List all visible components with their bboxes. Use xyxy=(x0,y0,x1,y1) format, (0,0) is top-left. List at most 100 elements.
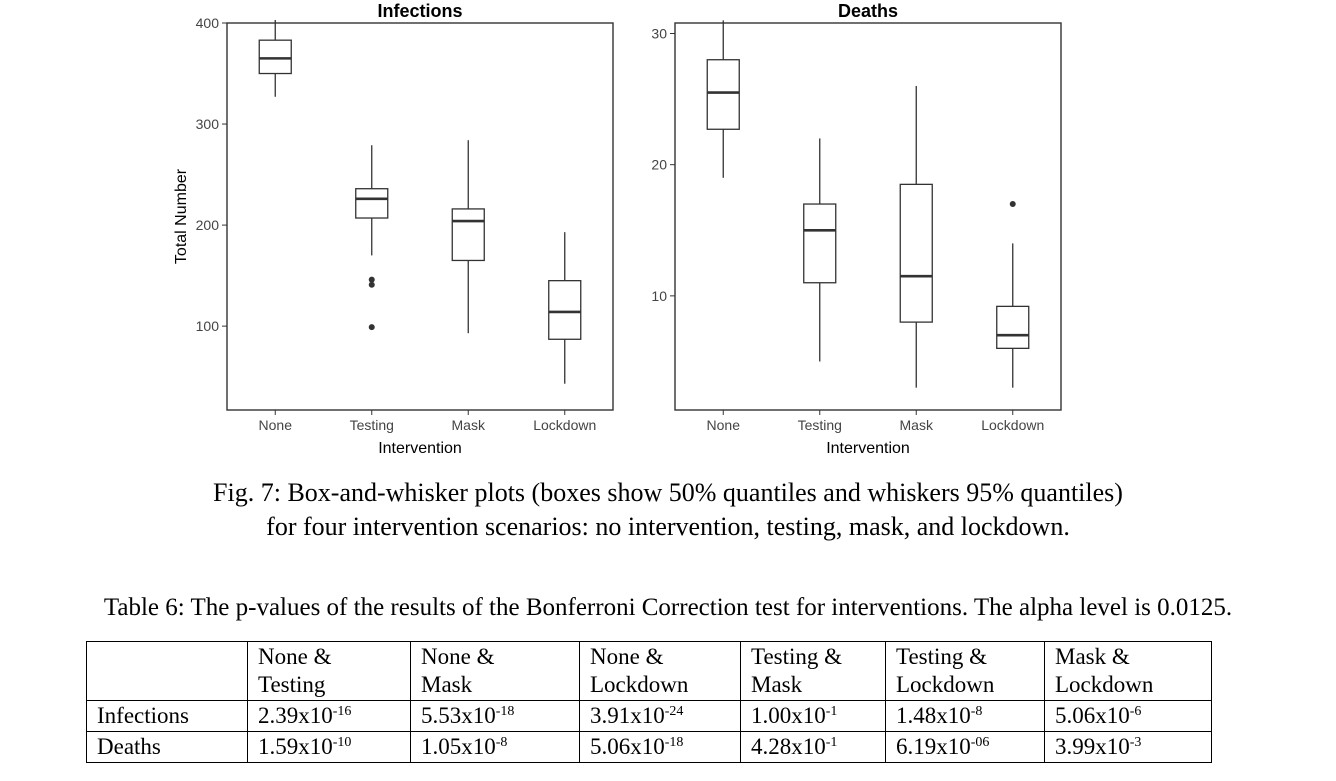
figure-caption-line-1: Fig. 7: Box-and-whisker plots (boxes sho… xyxy=(213,478,1123,507)
table-caption: Table 6: The p-values of the results of … xyxy=(103,594,1233,621)
p-value-cell: 1.59x10-10 xyxy=(247,731,411,763)
x-axis-label: Intervention xyxy=(826,440,910,457)
header-line-1: Testing & xyxy=(896,644,988,669)
p-value-mantissa: 1.48x10 xyxy=(896,703,971,728)
box-mask xyxy=(451,140,485,334)
header-none-testing: None & Testing xyxy=(247,641,411,701)
header-line-2: Lockdown xyxy=(1055,672,1154,697)
x-tick-label: Mask xyxy=(452,417,486,433)
p-value-cell: 3.91x10-24 xyxy=(579,700,741,732)
chart-panel-infections: Infections 100 200 300 400 None Testing Mask Loc… xyxy=(173,1,614,457)
header-line-1: None & xyxy=(590,644,664,669)
y-tick-label: 400 xyxy=(196,15,220,31)
chart-title: Infections xyxy=(377,1,462,21)
p-value-mantissa: 1.00x10 xyxy=(751,703,826,728)
p-value-cell: 4.28x10-1 xyxy=(740,731,886,763)
x-tick-label: Lockdown xyxy=(533,417,596,433)
x-tick-label: Testing xyxy=(798,417,842,433)
header-line-1: None & xyxy=(421,644,495,669)
p-value-cell: 1.05x10-8 xyxy=(410,731,580,763)
p-value-exponent: -6 xyxy=(1129,704,1142,719)
x-tick-label: None xyxy=(259,417,293,433)
interquartile-box xyxy=(803,203,837,284)
box-none xyxy=(258,19,292,97)
p-value-exponent: -18 xyxy=(664,735,684,750)
p-value-exponent: -10 xyxy=(332,735,352,750)
p-value-cell: 1.48x10-8 xyxy=(885,700,1045,732)
p-value-cell: 5.06x10-6 xyxy=(1044,700,1212,732)
header-mask-lockdown: Mask & Lockdown xyxy=(1044,641,1212,701)
box-lockdown xyxy=(548,232,582,384)
table-corner-cell xyxy=(86,641,248,701)
p-value-exponent: -8 xyxy=(495,735,508,750)
panel-border xyxy=(226,22,614,411)
table-row: Deaths 1.59x10-10 1.05x10-8 5.06x10-18 4… xyxy=(86,731,1212,763)
panel-border xyxy=(674,22,1062,411)
interquartile-box xyxy=(355,188,389,219)
header-line-1: Testing & xyxy=(751,644,843,669)
x-tick-label: None xyxy=(707,417,741,433)
y-axis-label: Total Number xyxy=(173,168,190,264)
box-none xyxy=(706,20,740,178)
interquartile-box xyxy=(548,280,582,340)
header-none-mask: None & Mask xyxy=(410,641,580,701)
p-value-cell: 5.53x10-18 xyxy=(410,700,580,732)
y-tick-label: 20 xyxy=(651,157,667,173)
y-tick-label: 200 xyxy=(196,217,220,233)
header-none-lockdown: None & Lockdown xyxy=(579,641,741,701)
header-line-2: Mask xyxy=(421,672,473,697)
header-line-2: Lockdown xyxy=(590,672,689,697)
p-value-mantissa: 3.99x10 xyxy=(1055,734,1130,759)
p-value-exponent: -1 xyxy=(825,735,838,750)
interquartile-box xyxy=(706,59,740,130)
p-value-mantissa: 1.05x10 xyxy=(421,734,496,759)
chart-title: Deaths xyxy=(838,1,898,21)
p-value-exponent: -8 xyxy=(970,704,983,719)
y-tick-label: 30 xyxy=(651,25,667,41)
interquartile-box xyxy=(258,39,292,75)
row-label-infections: Infections xyxy=(86,700,248,732)
p-value-mantissa: 1.59x10 xyxy=(258,734,333,759)
p-value-exponent: -06 xyxy=(970,735,990,750)
box-lockdown xyxy=(996,201,1030,388)
p-value-mantissa: 5.53x10 xyxy=(421,703,496,728)
outlier-point xyxy=(1009,201,1016,208)
header-line-2: Lockdown xyxy=(896,672,995,697)
p-value-mantissa: 6.19x10 xyxy=(896,734,971,759)
interquartile-box xyxy=(996,305,1030,349)
y-tick-label: 10 xyxy=(651,288,667,304)
box-plot-figure: Infections 100 200 300 400 None Testing Mask Loc… xyxy=(173,1,1062,457)
p-value-mantissa: 5.06x10 xyxy=(590,734,665,759)
header-line-2: Mask xyxy=(751,672,803,697)
x-tick-label: Lockdown xyxy=(981,417,1044,433)
p-value-exponent: -16 xyxy=(332,704,352,719)
p-value-mantissa: 5.06x10 xyxy=(1055,703,1130,728)
p-value-exponent: -1 xyxy=(825,704,838,719)
p-value-cell: 3.99x10-3 xyxy=(1044,731,1212,763)
chart-panel-deaths: Deaths 10 20 30 None Testing Mask Lockdown Inter… xyxy=(651,1,1062,457)
header-testing-lockdown: Testing & Lockdown xyxy=(885,641,1045,701)
x-axis-label: Intervention xyxy=(378,440,462,457)
p-value-cell: 6.19x10-06 xyxy=(885,731,1045,763)
y-tick-label: 300 xyxy=(196,116,220,132)
header-testing-mask: Testing & Mask xyxy=(740,641,886,701)
header-line-1: Mask & xyxy=(1055,644,1130,669)
p-value-mantissa: 4.28x10 xyxy=(751,734,826,759)
header-line-1: None & xyxy=(258,644,332,669)
outlier-point xyxy=(368,324,375,331)
interquartile-box xyxy=(451,208,485,262)
box-testing xyxy=(355,145,389,331)
row-label-deaths: Deaths xyxy=(86,731,248,763)
outlier-point xyxy=(368,276,375,283)
figure-caption-line-2: for four intervention scenarios: no inte… xyxy=(266,512,1070,541)
p-value-mantissa: 3.91x10 xyxy=(590,703,665,728)
x-tick-label: Testing xyxy=(350,417,394,433)
p-value-cell: 5.06x10-18 xyxy=(579,731,741,763)
outlier-point xyxy=(368,281,375,288)
p-value-exponent: -3 xyxy=(1129,735,1142,750)
p-value-cell: 2.39x10-16 xyxy=(247,700,411,732)
p-value-exponent: -24 xyxy=(664,704,684,719)
interquartile-box xyxy=(899,183,933,323)
header-line-2: Testing xyxy=(258,672,326,697)
y-tick-label: 100 xyxy=(196,318,220,334)
